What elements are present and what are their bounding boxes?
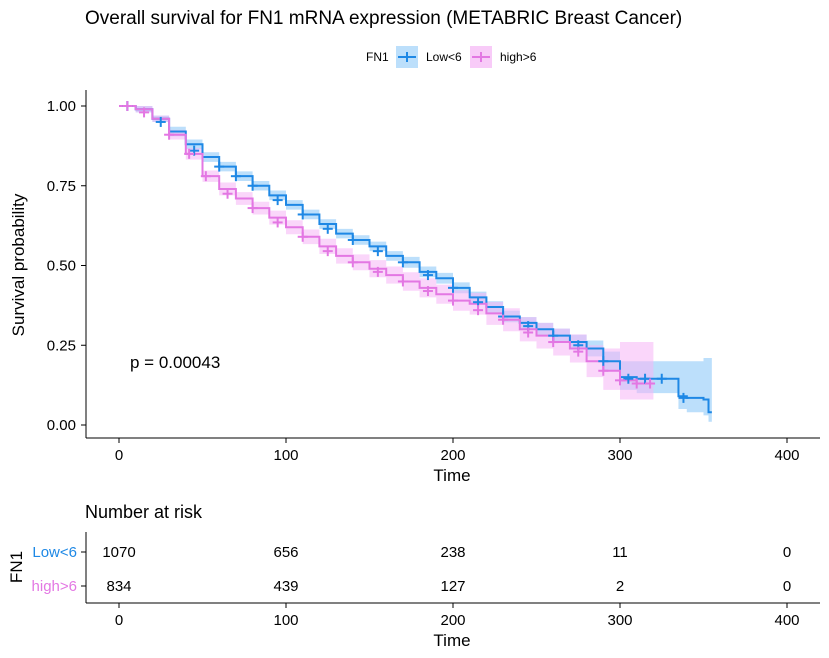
x-tick-label: 400 (774, 447, 799, 464)
censor-mark-high (139, 107, 150, 118)
risk-count-low: 0 (783, 544, 791, 561)
censor-mark-low (155, 116, 166, 127)
x-tick-label: 100 (273, 447, 298, 464)
legend-entry-low: Low<6 (396, 46, 462, 68)
censor-mark-high (615, 375, 625, 386)
censor-mark-high (297, 231, 308, 242)
censor-mark-low (372, 246, 383, 257)
censor-mark-high (122, 101, 133, 111)
censor-mark-low (214, 161, 225, 172)
censor-mark-low (623, 373, 634, 384)
risk-count-high: 834 (106, 578, 131, 595)
censor-mark-low (322, 223, 333, 234)
censor-mark-high (200, 171, 211, 182)
x-ticks: 0 100 200 300 400 (115, 438, 800, 464)
risk-count-low: 238 (440, 544, 465, 561)
risk-count-high: 439 (273, 578, 298, 595)
confidence-bands (119, 106, 712, 422)
censor-mark-low (297, 209, 308, 220)
risk-table-rows: Low<6 1070 656 238 11 0 high>6 834 439 127 2 0 (32, 544, 792, 595)
legend-title: FN1 (366, 50, 389, 64)
x-tick-label: 200 (440, 447, 465, 464)
risk-count-high: 2 (616, 578, 624, 595)
censor-mark-high (397, 276, 408, 287)
risk-table-y-label: FN1 (7, 551, 26, 583)
risk-x-ticks: 0 100 200 300 400 (115, 603, 800, 629)
legend-label-high: high>6 (500, 50, 537, 64)
censor-marks (122, 101, 689, 403)
survival-curve-high (119, 105, 654, 385)
chart-title: Overall survival for FN1 mRNA expression… (85, 8, 682, 29)
risk-x-tick-label: 100 (273, 612, 298, 629)
y-axis-label: Survival probability (9, 193, 28, 336)
risk-count-high: 127 (440, 578, 465, 595)
risk-count-low: 11 (612, 544, 628, 561)
risk-row-label-high: high>6 (32, 578, 77, 595)
censor-mark-high (473, 305, 484, 316)
censor-mark-high (247, 203, 258, 214)
censor-mark-low (448, 282, 458, 293)
censor-mark-high (422, 286, 433, 297)
risk-row-label-low: Low<6 (32, 544, 77, 561)
censor-mark-high (322, 246, 333, 257)
risk-x-tick-label: 200 (440, 612, 465, 629)
x-tick-label: 300 (607, 447, 632, 464)
censor-mark-low (397, 257, 408, 268)
censor-mark-high (164, 129, 175, 140)
risk-count-high: 0 (783, 578, 791, 595)
censor-mark-high (631, 378, 642, 389)
p-value-annotation: p = 0.00043 (130, 353, 220, 372)
risk-x-tick-label: 300 (607, 612, 632, 629)
risk-table-title: Number at risk (85, 502, 203, 522)
x-tick-label: 0 (115, 447, 123, 464)
censor-mark-high (272, 217, 283, 228)
legend: FN1 Low<6 high>6 (366, 46, 537, 68)
censor-mark-low (247, 180, 258, 191)
censor-mark-low (678, 392, 689, 403)
y-ticks: 0.00 0.25 0.50 0.75 1.00 (47, 98, 86, 434)
censor-mark-high (448, 295, 458, 306)
x-axis-label: Time (433, 466, 470, 485)
censor-mark-high (347, 257, 358, 268)
censor-mark-low (272, 195, 283, 206)
censor-mark-high (598, 365, 609, 376)
censor-mark-high (184, 148, 195, 159)
censor-mark-high (573, 346, 584, 357)
risk-x-tick-label: 400 (774, 612, 799, 629)
censor-mark-high (523, 327, 534, 338)
legend-label-low: Low<6 (426, 50, 462, 64)
censor-mark-low (640, 373, 651, 384)
censor-mark-high (645, 378, 656, 389)
y-tick-label: 0.00 (47, 417, 76, 434)
censor-mark-high (372, 266, 383, 277)
censor-mark-low (230, 171, 241, 182)
censor-mark-low (422, 270, 433, 281)
legend-entry-high: high>6 (470, 46, 537, 68)
censor-mark-low (347, 234, 358, 245)
risk-x-tick-label: 0 (115, 612, 123, 629)
risk-x-axis-label: Time (433, 631, 470, 650)
risk-count-low: 656 (273, 544, 298, 561)
censor-mark-high (222, 188, 233, 199)
risk-count-low: 1070 (102, 544, 135, 561)
y-tick-label: 0.50 (47, 258, 76, 275)
censor-mark-low (598, 356, 609, 367)
censor-mark-high (548, 337, 559, 348)
censor-mark-low (189, 145, 200, 156)
censor-mark-low (656, 373, 667, 384)
y-tick-label: 1.00 (47, 98, 76, 115)
y-tick-label: 0.75 (47, 178, 76, 195)
censor-mark-high (498, 314, 509, 325)
y-tick-label: 0.25 (47, 337, 76, 354)
